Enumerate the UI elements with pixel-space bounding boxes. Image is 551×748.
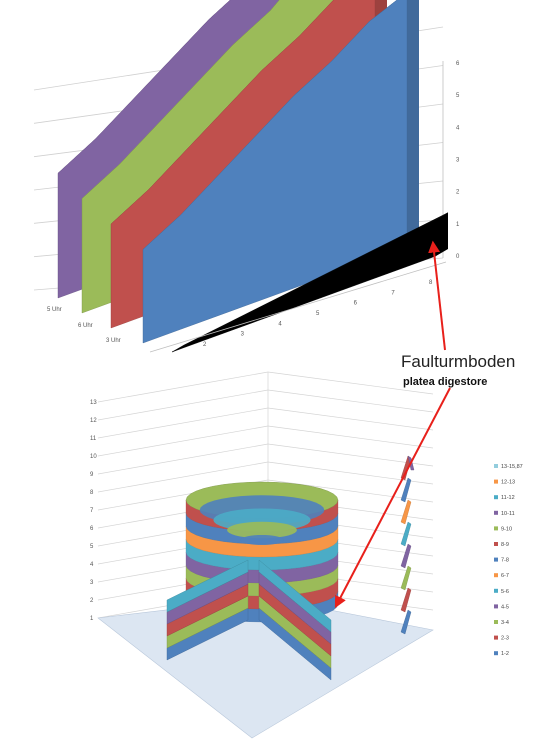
spike-band: [401, 588, 411, 612]
x-tick-label: 5: [316, 311, 320, 317]
z-tick-label: 11: [90, 436, 97, 442]
z-tick-label: 12: [90, 418, 97, 424]
x-tick-label: 6: [354, 301, 358, 307]
legend-label: 3-4: [501, 620, 509, 626]
y-tick-label: 5: [456, 93, 460, 99]
z-tick-label: 2: [90, 598, 94, 604]
legend-swatch: [494, 558, 498, 562]
z-tick-label: 4: [90, 562, 94, 568]
gridline: [98, 408, 268, 438]
y-tick-label: 4: [456, 125, 460, 131]
x-tick-label: 4: [278, 321, 282, 327]
gridline: [268, 390, 433, 412]
legend-swatch: [494, 604, 498, 608]
x-tick-label: 3: [241, 332, 245, 338]
annotation-subtitle: platea digestore: [403, 376, 487, 388]
z-tick-label: 1: [90, 616, 94, 622]
legend-swatch: [494, 495, 498, 499]
legend-label: 8-9: [501, 542, 509, 548]
legend-swatch: [494, 480, 498, 484]
legend-label: 7-8: [501, 558, 509, 564]
top-chart-series: [58, 0, 448, 352]
area-series-side: [436, 213, 448, 256]
series-axis-label: 5 Uhr: [47, 307, 62, 313]
area-series-side: [407, 0, 419, 247]
legend-label: 13-15,87: [501, 464, 523, 470]
y-tick-label: 2: [456, 190, 460, 196]
legend-swatch: [494, 464, 498, 468]
z-tick-label: 8: [90, 490, 94, 496]
legend-swatch: [494, 542, 498, 546]
bottom-chart-legend: 13-15,87 12-13 11-12 10-11 9-10 8-9 7-8 6-7 5-6 4…: [494, 464, 523, 657]
series-axis-label: 3 Uhr: [106, 338, 121, 344]
legend-label: 12-13: [501, 480, 515, 486]
annotation: Faulturmboden platea digestore: [336, 243, 515, 606]
arrow-to-bottom-chart: [336, 388, 450, 606]
spike-band: [401, 478, 411, 502]
gridline: [98, 426, 268, 456]
x-tick-label: 2: [203, 342, 207, 348]
legend-label: 5-6: [501, 589, 509, 595]
series-axis-label: 6 Uhr: [78, 323, 93, 329]
z-tick-label: 7: [90, 508, 94, 514]
legend-swatch: [494, 620, 498, 624]
z-tick-label: 9: [90, 472, 94, 478]
gridline: [268, 408, 433, 430]
z-tick-label: 10: [90, 454, 97, 460]
gridline: [98, 372, 268, 402]
legend-label: 11-12: [501, 495, 515, 501]
y-tick-label: 0: [456, 254, 460, 260]
legend-swatch: [494, 526, 498, 530]
legend-label: 4-5: [501, 604, 509, 610]
y-tick-label: 6: [456, 61, 460, 67]
gridline: [268, 426, 433, 448]
top-chart-y-axis: 0 1 2 3 4 5 6: [456, 61, 460, 260]
legend-swatch: [494, 589, 498, 593]
arrow-to-top-chart: [433, 243, 445, 350]
legend-label: 2-3: [501, 636, 509, 642]
x-tick-label: 8: [429, 280, 433, 286]
z-tick-label: 5: [90, 544, 94, 550]
legend-swatch: [494, 573, 498, 577]
z-tick-label: 13: [90, 400, 97, 406]
y-tick-label: 3: [456, 158, 460, 164]
annotation-title: Faulturmboden: [401, 352, 515, 371]
legend-label: 10-11: [501, 511, 515, 517]
y-tick-label: 1: [456, 222, 460, 228]
legend-label: 9-10: [501, 526, 512, 532]
legend-swatch: [494, 511, 498, 515]
legend-label: 6-7: [501, 573, 509, 579]
legend-label: 1-2: [501, 651, 509, 657]
spike-band: [401, 500, 411, 524]
dome-ring: [241, 535, 284, 545]
legend-swatch: [494, 636, 498, 640]
x-tick-label: 7: [391, 290, 395, 296]
legend-swatch: [494, 651, 498, 655]
spike-band: [401, 544, 411, 568]
gridline: [98, 390, 268, 420]
top-3d-area-chart: 0 1 2 3 4 5 6 2 3 4 5 6 7 8 5 Uhr 6 Uhr 3 Uhr: [34, 0, 460, 352]
z-tick-label: 3: [90, 580, 94, 586]
gridline: [98, 444, 268, 474]
z-tick-label: 6: [90, 526, 94, 532]
top-chart-series-axis: 5 Uhr 6 Uhr 3 Uhr: [47, 307, 121, 344]
